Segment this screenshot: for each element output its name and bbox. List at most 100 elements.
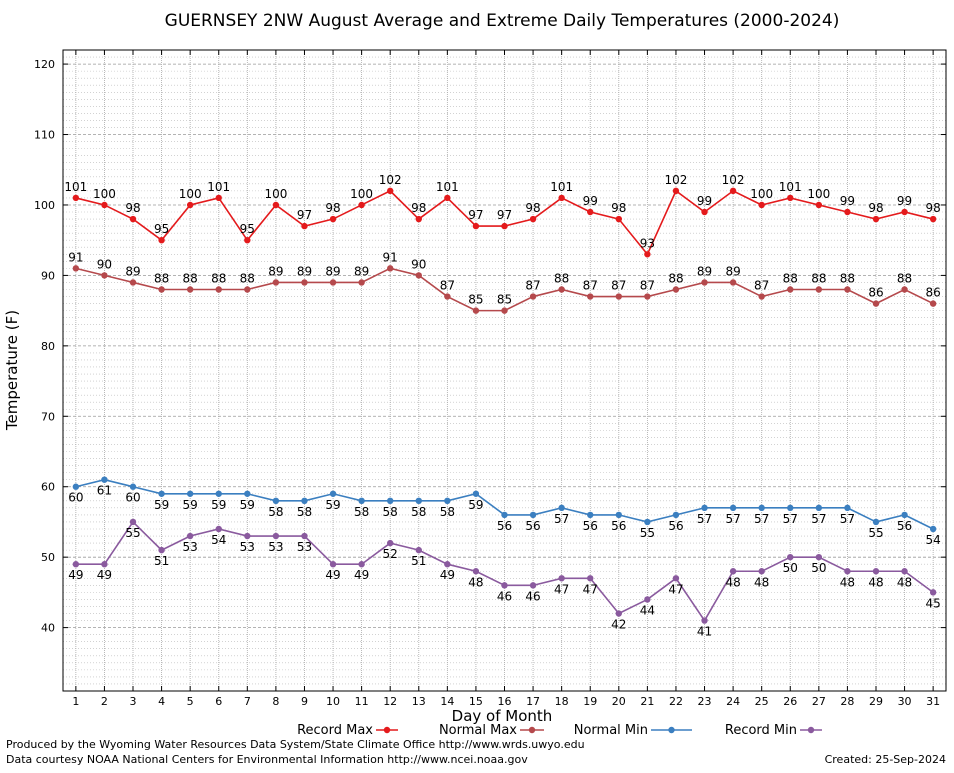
data-point-record-max [386, 187, 394, 195]
data-label-record-min: 46 [497, 589, 512, 603]
data-label-record-min: 55 [125, 526, 140, 540]
data-point-record-max [672, 187, 680, 195]
data-point-normal-min [787, 504, 794, 512]
data-point-normal-max [101, 272, 108, 279]
data-point-record-min [501, 582, 508, 589]
data-point-normal-max [672, 286, 680, 293]
data-label-record-max: 97 [468, 208, 483, 222]
data-point-normal-max [558, 286, 565, 293]
x-tick-label: 22 [669, 695, 683, 708]
x-tick-label: 30 [898, 695, 912, 708]
y-tick-label: 40 [41, 622, 55, 635]
legend-marker-normal-min [668, 726, 675, 734]
data-label-record-min: 51 [411, 554, 426, 568]
data-label-normal-min: 59 [240, 498, 255, 512]
data-point-normal-max [701, 279, 708, 286]
data-point-normal-min [644, 518, 651, 526]
data-label-record-max: 102 [722, 173, 745, 187]
data-label-record-max: 101 [779, 180, 802, 194]
data-point-record-min [186, 532, 194, 540]
data-point-record-max [415, 215, 422, 223]
y-tick-label: 70 [41, 410, 55, 423]
data-point-normal-max [529, 293, 537, 300]
data-label-normal-max: 89 [268, 264, 283, 278]
data-label-record-min: 53 [240, 540, 255, 554]
x-tick-label: 6 [215, 695, 222, 708]
legend-label-normal-max: Normal Max [439, 723, 517, 738]
data-point-normal-max [472, 307, 480, 314]
data-label-record-min: 49 [440, 568, 455, 582]
data-label-normal-min: 57 [697, 512, 712, 526]
data-point-normal-min [472, 490, 480, 497]
data-label-record-max: 93 [640, 236, 655, 250]
data-label-normal-min: 59 [211, 498, 226, 512]
data-label-record-min: 53 [268, 540, 283, 554]
data-label-record-max: 101 [207, 180, 230, 194]
data-point-record-min [72, 561, 80, 568]
y-tick-label: 60 [41, 481, 55, 494]
data-label-normal-max: 86 [868, 286, 883, 300]
data-label-normal-min: 58 [383, 505, 398, 519]
data-point-record-min [758, 568, 765, 575]
data-point-record-max [129, 215, 137, 223]
data-label-record-max: 102 [665, 173, 688, 187]
data-label-record-min: 47 [554, 582, 569, 596]
data-point-record-min [587, 575, 594, 582]
data-label-normal-min: 56 [897, 519, 912, 533]
data-point-record-min [872, 568, 880, 575]
data-point-normal-min [329, 490, 337, 497]
data-point-normal-max [587, 293, 594, 300]
data-point-normal-min [529, 511, 537, 519]
y-tick-label: 120 [34, 58, 55, 71]
x-tick-label: 15 [469, 695, 483, 708]
x-tick-label: 8 [272, 695, 279, 708]
x-tick-label: 10 [326, 695, 340, 708]
data-label-record-min: 45 [926, 596, 941, 610]
data-label-normal-max: 89 [297, 264, 312, 278]
data-point-record-max [701, 208, 708, 216]
data-point-record-max [872, 215, 880, 223]
y-tick-label: 90 [41, 269, 55, 282]
data-point-record-min [215, 525, 222, 533]
data-point-record-min [701, 617, 708, 624]
data-point-normal-max [815, 286, 823, 293]
data-label-normal-max: 88 [783, 271, 798, 285]
data-label-record-max: 101 [64, 180, 87, 194]
data-point-record-max [644, 251, 651, 258]
data-point-normal-min [215, 490, 222, 497]
data-point-record-min [644, 596, 651, 603]
data-label-normal-min: 55 [868, 526, 883, 540]
data-label-normal-min: 57 [811, 512, 826, 526]
legend-label-record-min: Record Min [725, 723, 797, 738]
data-label-record-min: 54 [211, 533, 226, 547]
data-point-normal-max [929, 300, 937, 307]
data-point-record-max [529, 215, 537, 223]
data-point-normal-max [272, 279, 280, 286]
data-label-record-max: 99 [897, 194, 912, 208]
data-label-record-min: 51 [154, 554, 169, 568]
data-point-record-max [72, 194, 80, 202]
data-label-record-max: 100 [350, 187, 373, 201]
data-label-record-min: 44 [640, 603, 655, 617]
data-label-record-min: 48 [725, 575, 740, 589]
data-point-record-max [215, 194, 222, 202]
x-axis-label: Day of Month [452, 707, 553, 725]
data-label-record-max: 98 [411, 201, 426, 215]
data-label-normal-min: 60 [68, 491, 83, 505]
x-tick-label: 3 [130, 695, 137, 708]
data-label-normal-min: 56 [497, 519, 512, 533]
data-point-record-max [158, 236, 165, 244]
series-record-min: 49 49 55 51 53 54 53 53 53 49 49 52 51 49 48 46 46 47 47 42… [68, 518, 941, 639]
data-point-record-max [501, 222, 508, 230]
data-label-record-min: 50 [811, 561, 826, 575]
x-tick-label: 28 [840, 695, 854, 708]
x-tick-label: 9 [301, 695, 308, 708]
data-label-normal-max: 89 [697, 264, 712, 278]
data-label-record-min: 48 [840, 575, 855, 589]
data-label-normal-max: 87 [440, 279, 455, 293]
footer-data-courtesy: Data courtesy NOAA National Centers for … [6, 753, 528, 766]
data-label-normal-max: 85 [497, 293, 512, 307]
data-label-normal-min: 58 [297, 505, 312, 519]
data-label-record-min: 49 [354, 568, 369, 582]
data-point-record-min [272, 532, 280, 540]
